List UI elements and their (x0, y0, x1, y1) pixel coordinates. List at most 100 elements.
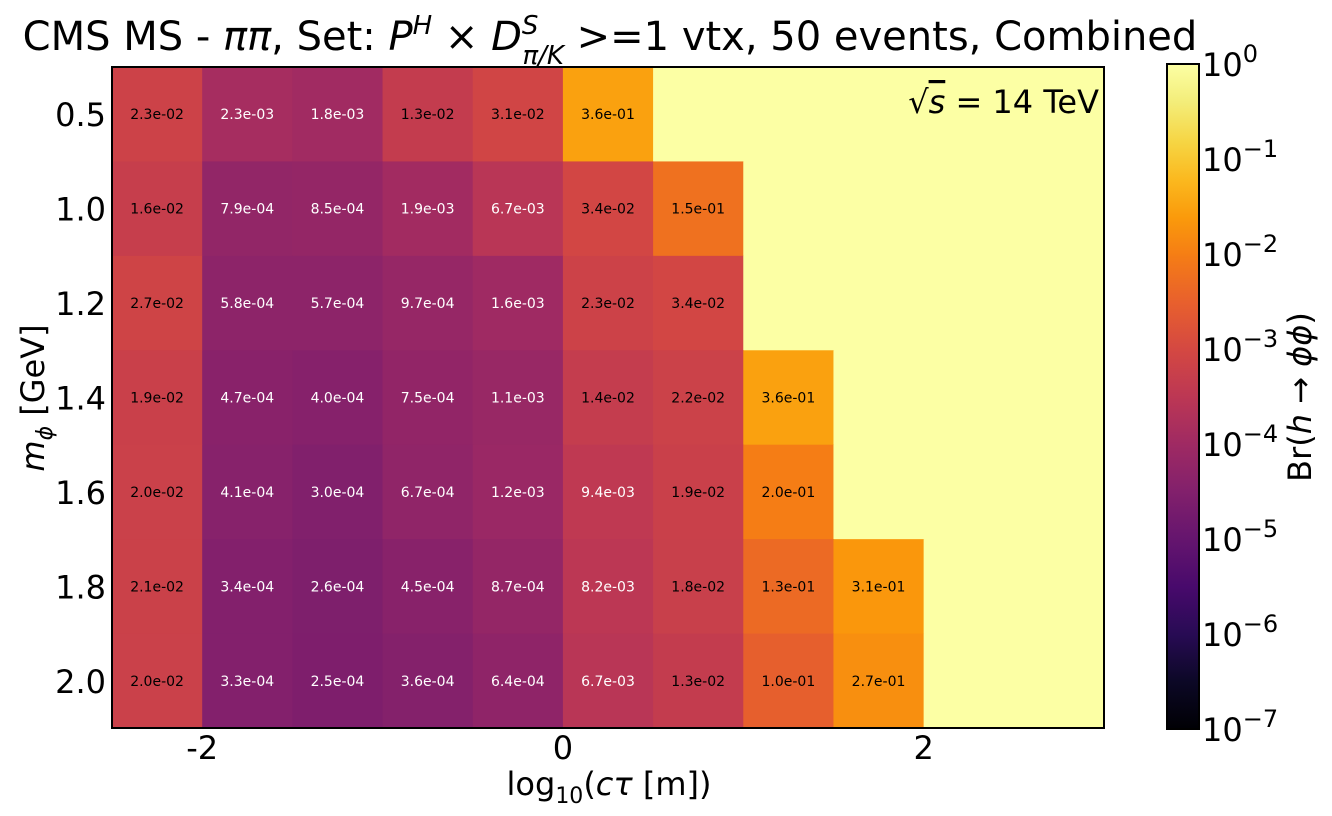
y-tick-label: 1.2 (55, 285, 106, 323)
heatmap-cell (1013, 161, 1105, 257)
cell-value-label: 1.3e-01 (761, 579, 815, 595)
cell-value-label: 2.5e-04 (311, 674, 365, 690)
y-tick-label: 1.6 (55, 474, 106, 512)
cell-value-label: 3.4e-02 (671, 296, 725, 312)
cell-value-label: 1.9e-03 (401, 202, 455, 218)
y-tick-label: 2.0 (55, 663, 106, 701)
cell-value-label: 7.9e-04 (220, 202, 274, 218)
cell-value-label: 2.7e-02 (130, 296, 184, 312)
heatmap-cell (382, 350, 474, 446)
heatmap-cell (202, 67, 293, 163)
heatmap-cell (833, 67, 925, 163)
cell-value-label: 2.0e-02 (130, 674, 184, 690)
heatmap-cell (653, 161, 744, 257)
cell-value-label: 5.8e-04 (220, 296, 274, 312)
colorbar-tick-label: 10−7 (1202, 705, 1278, 749)
cell-value-label: 2.7e-01 (852, 674, 906, 690)
colorbar: 100 10−1 10−2 10−3 10−4 10−5 10−6 10−7 (1166, 40, 1278, 749)
colorbar-tick-label: 100 (1202, 40, 1258, 84)
cell-value-label: 1.6e-03 (491, 296, 545, 312)
heatmap-cell (292, 161, 384, 257)
heatmap-cell (653, 539, 744, 635)
x-axis-label: log10(cτ [m]) (507, 765, 712, 809)
y-tick-label: 1.4 (55, 380, 106, 418)
heatmap-cell (833, 633, 925, 729)
cell-value-label: 1.9e-02 (130, 391, 184, 407)
heatmap-cell (923, 350, 1015, 446)
heatmap-cell (562, 67, 654, 163)
cell-value-label: 6.7e-03 (581, 674, 635, 690)
cell-value-label: 1.5e-01 (671, 202, 725, 218)
heatmap-cell (472, 633, 564, 729)
heatmap-cell (382, 161, 474, 257)
colorbar-tick-label: 10−3 (1202, 325, 1278, 369)
cell-value-label: 1.3e-02 (671, 674, 725, 690)
heatmap-cell (833, 444, 925, 540)
heatmap-cell (743, 350, 835, 446)
heatmap-cell (833, 539, 925, 635)
y-tick-label: 1.0 (55, 191, 106, 229)
heatmap-cell (472, 161, 564, 257)
heatmap-cell (382, 539, 474, 635)
cell-value-label: 4.1e-04 (220, 485, 274, 501)
heatmap-cell (472, 539, 564, 635)
heatmap-cell (202, 444, 293, 540)
y-axis-ticks: 0.5 1.0 1.2 1.4 1.6 1.8 2.0 (55, 96, 106, 701)
cell-value-label: 2.1e-02 (130, 579, 184, 595)
cell-value-label: 4.5e-04 (401, 579, 455, 595)
colorbar-tick-label: 10−5 (1202, 515, 1278, 559)
heatmap-cell (1013, 633, 1105, 729)
heatmap-cell (833, 161, 925, 257)
x-axis-ticks: -2 0 2 (186, 729, 934, 767)
heatmap-cell (653, 350, 744, 446)
cell-value-label: 1.0e-01 (761, 674, 815, 690)
heatmap-cell (202, 255, 293, 351)
heatmap-cell (923, 539, 1015, 635)
heatmap-cell (1013, 350, 1105, 446)
cell-value-label: 1.2e-03 (491, 485, 545, 501)
heatmap-cell (202, 161, 293, 257)
heatmap-cell-labels: 2.3e-02 2.3e-03 1.8e-03 1.3e-02 3.1e-02 3.6e-… (130, 107, 905, 690)
cell-value-label: 1.8e-03 (311, 107, 365, 123)
cell-value-label: 1.6e-02 (130, 202, 184, 218)
heatmap-cell (112, 67, 203, 163)
heatmap-cell (562, 539, 654, 635)
heatmap-cell (562, 633, 654, 729)
cell-value-label: 2.3e-02 (130, 107, 184, 123)
heatmap-cell (292, 350, 384, 446)
colorbar-upper (1167, 64, 1199, 256)
colorbar-lower (1167, 255, 1199, 729)
cell-value-label: 5.7e-04 (311, 296, 365, 312)
cell-value-label: 8.2e-03 (581, 579, 635, 595)
cell-value-label: 3.1e-02 (491, 107, 545, 123)
heatmap-cell (653, 255, 744, 351)
cell-value-label: 8.5e-04 (311, 202, 365, 218)
heatmap-cell (1013, 67, 1105, 163)
cell-value-label: 3.3e-04 (220, 674, 274, 690)
heatmap-cells (112, 67, 1105, 729)
cell-value-label: 2.3e-02 (581, 296, 635, 312)
cell-value-label: 2.2e-02 (671, 391, 725, 407)
energy-annotation: √s = 14 TeV (908, 83, 1099, 121)
cell-value-label: 1.3e-02 (401, 107, 455, 123)
heatmap-cell (292, 255, 384, 351)
y-tick-label: 0.5 (55, 96, 106, 134)
heatmap-cell (923, 67, 1015, 163)
cell-value-label: 1.9e-02 (671, 485, 725, 501)
cell-value-label: 3.1e-01 (852, 579, 906, 595)
heatmap-cell (653, 67, 744, 163)
cell-value-label: 1.4e-02 (581, 391, 635, 407)
heatmap-cell (743, 539, 835, 635)
heatmap-cell (112, 444, 203, 540)
cell-value-label: 2.0e-02 (130, 485, 184, 501)
heatmap-cell (112, 161, 203, 257)
heatmap-cell (743, 161, 835, 257)
x-tick-label: 0 (553, 729, 573, 767)
cell-value-label: 6.7e-03 (491, 202, 545, 218)
heatmap-cell (472, 255, 564, 351)
heatmap-cell (562, 161, 654, 257)
heatmap-cell (1013, 539, 1105, 635)
heatmap-cell (112, 633, 203, 729)
heatmap-cell (292, 444, 384, 540)
